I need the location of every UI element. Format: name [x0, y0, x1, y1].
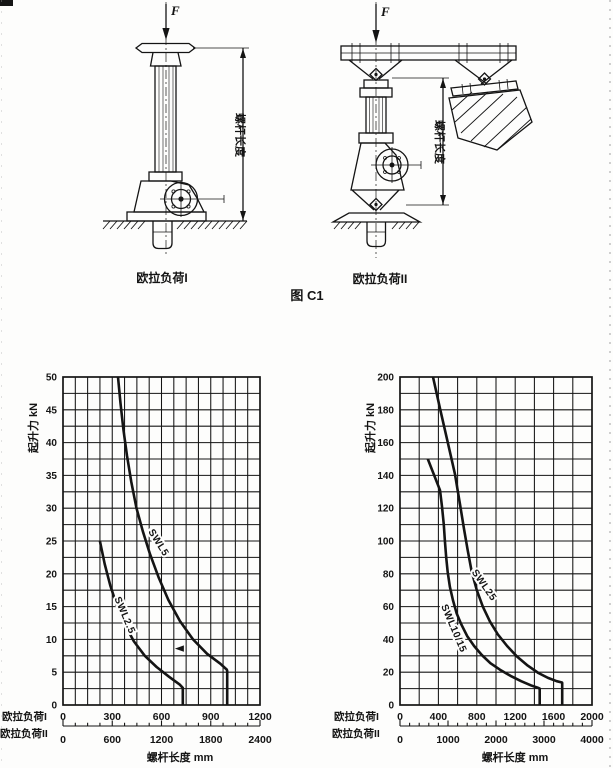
arrow-left-annotation [174, 645, 184, 652]
caption-euler-load-2: 欧拉负荷II [353, 271, 408, 286]
scale1-row-label: 欧拉负荷I [2, 710, 47, 723]
x-axis-title: 螺杆长度 mm [147, 750, 214, 764]
y-tick-label: 20 [383, 668, 395, 679]
scale1-row-label: 欧拉负荷I [334, 710, 379, 723]
screw-tail [366, 222, 387, 248]
scale2-ruler [399, 720, 593, 727]
x-scale2-tick-label: 1800 [199, 734, 223, 746]
y-tick-label: 5 [51, 668, 57, 679]
y-axis-title: 起升力 kN [363, 403, 377, 454]
y-tick-label: 25 [46, 537, 58, 548]
x-scale1-tick-label: 1600 [542, 711, 566, 723]
y-tick-label: 180 [377, 405, 394, 416]
scale2-ruler [62, 720, 261, 727]
x-scale2-tick-label: 0 [60, 734, 66, 746]
x-scale2-tick-label: 2400 [248, 734, 272, 746]
y-tick-label: 200 [377, 373, 394, 384]
y-tick-label: 35 [46, 471, 58, 482]
x-scale2-tick-label: 1000 [436, 734, 460, 746]
top-beam [340, 43, 517, 63]
y-tick-label: 40 [383, 635, 395, 646]
jack-housing [350, 142, 405, 191]
grid [63, 377, 260, 705]
x-scale1-tick-label: 900 [202, 711, 220, 723]
x-scale2-tick-label: 600 [103, 734, 121, 746]
y-tick-label: 50 [46, 373, 58, 384]
worm-gear [371, 147, 422, 183]
wall-bracket [448, 59, 533, 151]
scale2-row-label: 欧拉负荷II [332, 727, 380, 740]
series-curve-SWL2.5 [98, 540, 185, 705]
force-label: F [380, 4, 390, 19]
series-curve-SWL10/15 [426, 458, 541, 705]
x-scale2-tick-label: 1200 [150, 734, 174, 746]
lower-mount [351, 189, 400, 212]
y-tick-label: 140 [377, 471, 394, 482]
x-scale1-tick-label: 2000 [580, 711, 604, 723]
y-tick-label: 160 [377, 438, 394, 449]
scan-artifact-right-edge [609, 0, 611, 768]
force-arrow [162, 4, 170, 40]
y-tick-label: 45 [46, 405, 58, 416]
wall-hatching [451, 91, 532, 150]
y-tick-label: 30 [46, 504, 58, 515]
series-curve-SWL5 [116, 376, 229, 705]
force-arrow [372, 4, 380, 43]
y-axis-title: 起升力 kN [26, 403, 40, 454]
plot-border [62, 376, 261, 706]
y-tick-label: 20 [46, 569, 58, 580]
x-scale1-tick-label: 1200 [504, 711, 528, 723]
caption-euler-load-1: 欧拉负荷I [136, 270, 187, 285]
x-scale2-tick-label: 3000 [532, 734, 556, 746]
y-tick-label: 60 [383, 602, 395, 613]
x-scale1-tick-label: 600 [153, 711, 171, 723]
y-tick-label: 15 [46, 602, 58, 613]
screw-length-dim-label: 螺杆长度 [433, 120, 447, 165]
plot-border [399, 376, 593, 706]
grid [400, 377, 592, 705]
drawing-euler-load-2 [330, 2, 533, 258]
x-scale1-tick-label: 400 [430, 711, 448, 723]
screw-tail [152, 221, 173, 250]
ground-hatching [102, 220, 248, 230]
y-tick-label: 100 [377, 537, 394, 548]
y-tick-label: 0 [388, 701, 394, 712]
y-tick-label: 120 [377, 504, 394, 515]
x-scale1-tick-label: 0 [60, 711, 66, 723]
worm-gear [160, 181, 225, 217]
x-axis-title: 螺杆长度 mm [482, 750, 549, 764]
screw-length-dim-label: 螺杆长度 [234, 113, 248, 158]
x-scale2-tick-label: 4000 [580, 734, 604, 746]
x-scale2-tick-label: 0 [397, 734, 403, 746]
x-scale1-tick-label: 300 [103, 711, 121, 723]
series-curve-SWL25 [431, 376, 564, 705]
y-tick-label: 0 [51, 701, 57, 712]
scale2-row-label: 欧拉负荷II [0, 727, 48, 740]
force-label: F [170, 3, 180, 18]
scan-artifact-corner [0, 0, 13, 6]
scan-artifact-left-edge [1, 0, 2, 768]
x-scale2-tick-label: 2000 [484, 734, 508, 746]
y-tick-label: 10 [46, 635, 58, 646]
series-label-SWL25: SWL25 [469, 568, 499, 604]
y-tick-label: 80 [383, 569, 395, 580]
x-scale1-tick-label: 0 [397, 711, 403, 723]
technical-drawings: F 螺杆长度 欧拉负荷I [102, 2, 533, 303]
figure-caption: 图 C1 [290, 288, 323, 303]
y-tick-label: 40 [46, 438, 58, 449]
dimension-line [193, 47, 249, 221]
x-scale1-tick-label: 1200 [248, 711, 272, 723]
x-scale1-tick-label: 800 [468, 711, 486, 723]
dimension-line [392, 77, 449, 206]
drawing-euler-load-1 [102, 2, 249, 256]
base-plate-hatching [330, 212, 423, 230]
